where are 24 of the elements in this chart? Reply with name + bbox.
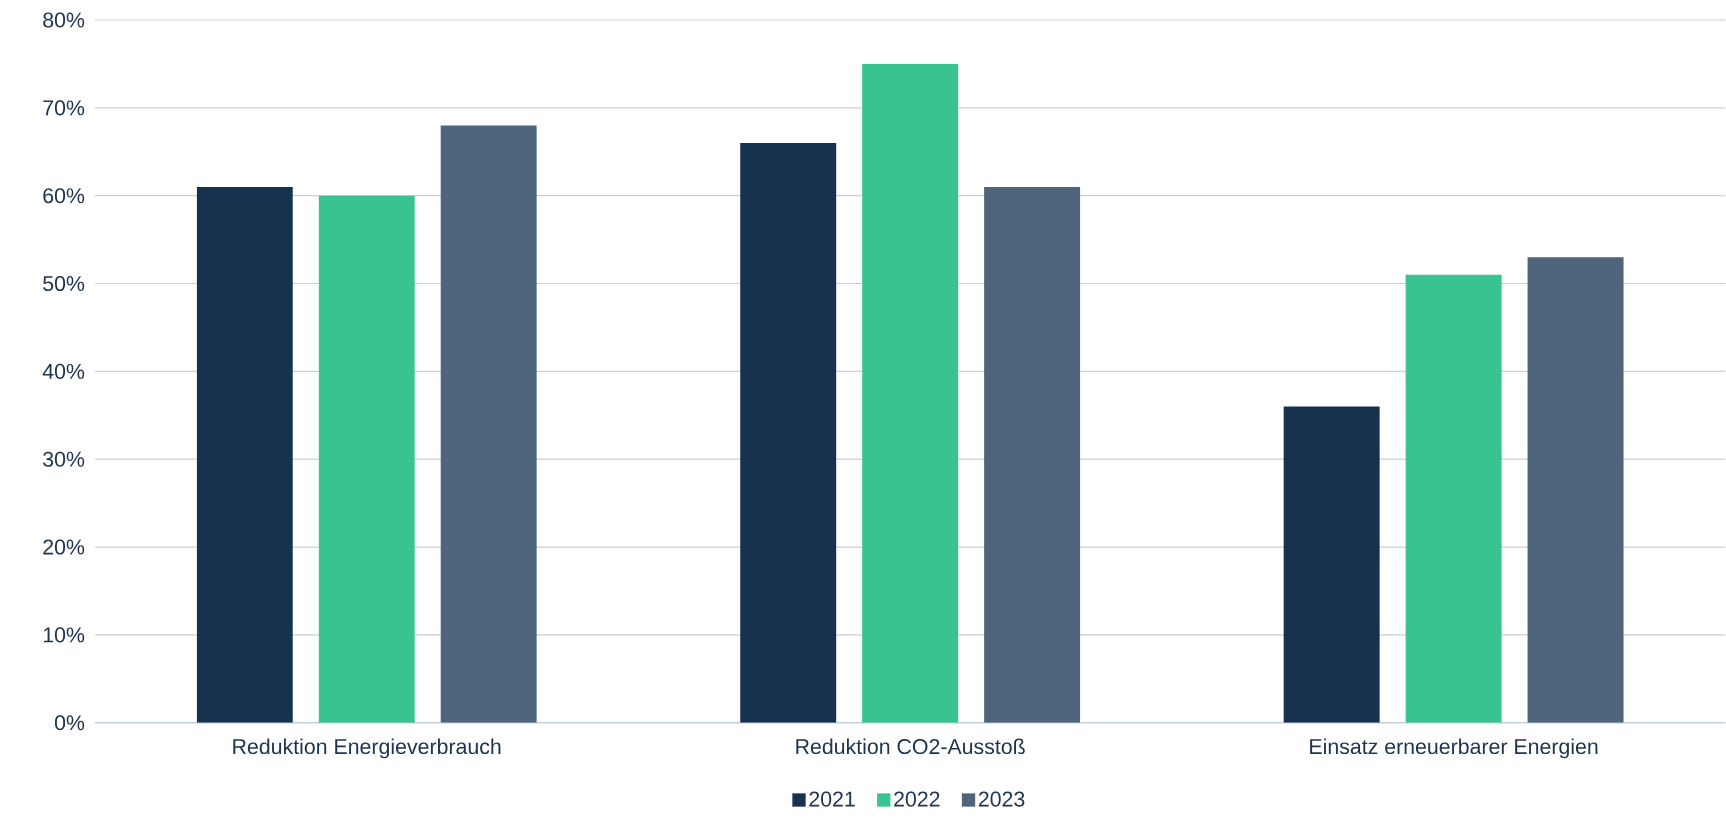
bar (1527, 257, 1624, 723)
bar (1405, 274, 1502, 723)
bar (1283, 406, 1380, 723)
bar (862, 64, 959, 723)
bar (318, 195, 415, 723)
legend-label: 2023 (978, 791, 1025, 807)
bar (984, 187, 1081, 723)
y-tick-label: 40% (42, 363, 85, 380)
y-tick-label: 10% (43, 627, 85, 643)
y-tick-label: 20% (43, 539, 85, 555)
y-tick-label: 70% (43, 100, 85, 116)
legend-label: 2022 (894, 791, 940, 807)
y-tick-label: 50% (43, 276, 85, 292)
legend-label: 2021 (809, 791, 855, 807)
y-tick-label: 0% (54, 715, 85, 731)
y-tick-label: 80% (43, 12, 85, 28)
bar (440, 125, 537, 723)
bar (196, 187, 293, 723)
y-tick-label: 60% (43, 188, 85, 204)
x-tick-label: Reduktion CO2-Ausstoß (796, 738, 1025, 755)
x-tick-label: Reduktion Energieverbrauch (233, 738, 501, 759)
x-tick-label: Einsatz erneuerbarer Energien (1310, 738, 1598, 759)
bar (740, 143, 837, 723)
y-tick-label: 30% (43, 451, 85, 467)
